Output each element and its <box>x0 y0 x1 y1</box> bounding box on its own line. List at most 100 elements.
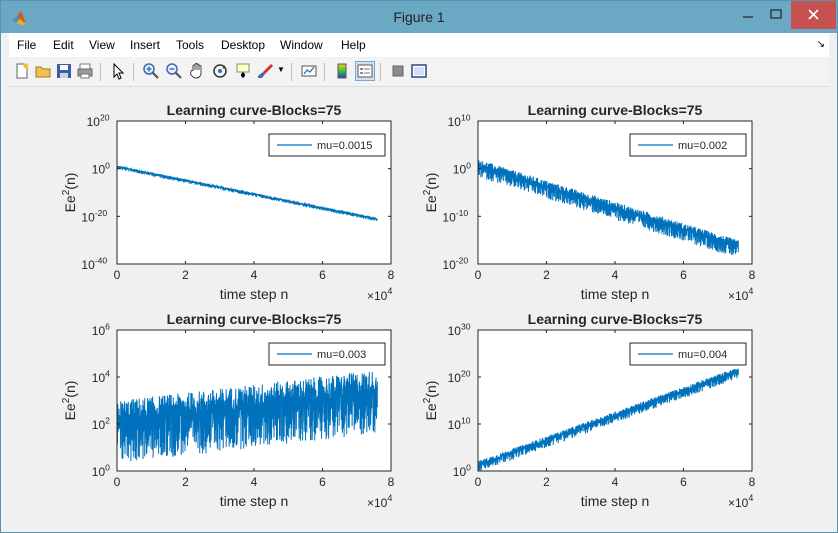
x-tick-label: 8 <box>749 268 756 282</box>
x-axis-label: time step n <box>581 493 649 509</box>
x-tick-label: 4 <box>612 268 619 282</box>
legend-box <box>268 133 386 157</box>
data-cursor-icon[interactable] <box>234 62 252 80</box>
colorbar-icon[interactable] <box>333 62 351 80</box>
close-button[interactable] <box>791 1 836 29</box>
series-line <box>477 160 739 255</box>
x-tick-label: 2 <box>182 268 189 282</box>
zoom-out-icon[interactable] <box>165 62 183 80</box>
menu-tools[interactable]: Tools <box>176 38 205 52</box>
link-plot-icon[interactable] <box>300 62 318 80</box>
zoom-in-icon[interactable] <box>142 62 160 80</box>
legend-icon[interactable] <box>355 61 375 81</box>
figure-canvas: 0 2 4 6 8 1020 100 10-20 10-40 Learning curve-Blo… <box>9 87 829 525</box>
legend[interactable]: mu=0.003 <box>268 342 386 366</box>
menu-help[interactable]: Help <box>341 38 366 52</box>
y-tick-label: 1010 <box>448 113 471 129</box>
x-axis-label: time step n <box>220 493 288 509</box>
menu-edit[interactable]: Edit <box>53 38 74 52</box>
x-tick-label: 0 <box>475 475 482 489</box>
menu-view[interactable]: View <box>89 38 115 52</box>
new-figure-icon[interactable] <box>13 62 31 80</box>
y-axis-label: Ee2(n) <box>422 381 439 421</box>
legend-label: mu=0.002 <box>678 140 727 152</box>
y-tick-label: 1010 <box>448 416 471 432</box>
x-axis-multiplier: ×104 <box>728 493 753 510</box>
y-tick-label: 10-20 <box>442 256 468 272</box>
close-icon <box>808 9 819 20</box>
y-axis-label-group: Ee2(n) <box>61 381 78 421</box>
series-line <box>116 165 378 221</box>
x-tick-label: 6 <box>680 475 687 489</box>
y-axis-label-group: Ee2(n) <box>61 173 78 213</box>
x-axis-label: time step n <box>220 286 288 302</box>
y-tick-label: 10-20 <box>81 208 107 224</box>
subplot-1: 0 2 4 6 8 1020 100 10-20 10-40 Learning curve-Blo… <box>61 102 395 303</box>
y-axis-label: Ee2(n) <box>61 381 78 421</box>
y-axis-label: Ee2(n) <box>422 173 439 213</box>
y-tick-label: 104 <box>92 369 110 385</box>
x-tick-label: 6 <box>319 268 326 282</box>
y-tick-label: 1030 <box>448 322 471 338</box>
legend[interactable]: mu=0.0015 <box>268 133 386 157</box>
y-tick-label: 106 <box>92 322 110 338</box>
title-bar[interactable]: Figure 1 <box>1 1 837 33</box>
y-axis-label: Ee2(n) <box>61 173 78 213</box>
x-tick-label: 4 <box>251 268 258 282</box>
x-tick-label: 8 <box>388 268 395 282</box>
subplot-4: 0 2 4 6 8 1030 1020 1010 100 Learning curve-Block… <box>422 311 756 510</box>
x-tick-label: 6 <box>680 268 687 282</box>
matlab-logo-icon <box>12 11 26 25</box>
legend[interactable]: mu=0.004 <box>629 342 747 366</box>
toolbar-separator <box>100 63 101 81</box>
y-tick-label: 10-40 <box>81 256 107 272</box>
subplot-title: Learning curve-Blocks=75 <box>528 102 703 118</box>
y-tick-label: 100 <box>453 160 471 176</box>
y-tick-label: 1020 <box>448 369 471 385</box>
x-tick-label: 2 <box>543 268 550 282</box>
legend-box <box>629 133 747 157</box>
brush-icon[interactable] <box>257 62 275 80</box>
dock-arrow-icon[interactable]: ↘ <box>816 39 825 50</box>
x-tick-label: 6 <box>319 475 326 489</box>
x-axis-multiplier: ×104 <box>367 286 392 303</box>
x-tick-label: 0 <box>475 268 482 282</box>
maximize-icon <box>770 9 782 19</box>
select-pointer-icon[interactable] <box>109 62 127 80</box>
toolbar-separator <box>133 63 134 81</box>
x-tick-label: 4 <box>612 475 619 489</box>
toolbar-separator <box>380 63 381 81</box>
x-axis-multiplier: ×104 <box>728 286 753 303</box>
brush-dropdown-arrow-icon[interactable]: ▼ <box>277 65 285 74</box>
subplot-title: Learning curve-Blocks=75 <box>167 102 342 118</box>
x-tick-label: 2 <box>543 475 550 489</box>
print-icon[interactable] <box>76 62 94 80</box>
menu-insert[interactable]: Insert <box>130 38 161 52</box>
pan-hand-icon[interactable] <box>188 62 206 80</box>
x-tick-label: 0 <box>114 475 121 489</box>
x-tick-label: 0 <box>114 268 121 282</box>
legend[interactable]: mu=0.002 <box>629 133 747 157</box>
subplot-3: 0 2 4 6 8 106 104 102 100 Learning curve-Blocks=7… <box>61 311 395 510</box>
toolbar-separator <box>291 63 292 81</box>
menu-file[interactable]: File <box>17 38 37 52</box>
rotate-3d-icon[interactable] <box>211 62 229 80</box>
y-tick-label: 100 <box>453 463 471 479</box>
show-plot-tools-icon[interactable] <box>410 62 428 80</box>
menu-desktop[interactable]: Desktop <box>221 38 266 52</box>
save-icon[interactable] <box>55 62 73 80</box>
series-line <box>116 371 378 462</box>
y-axis-label-group: Ee2(n) <box>422 381 439 421</box>
minimize-button[interactable] <box>734 1 762 29</box>
subplot-title: Learning curve-Blocks=75 <box>528 311 703 327</box>
toolbar: ▼ <box>9 58 829 87</box>
y-tick-label: 10-10 <box>442 208 468 224</box>
toolbar-separator <box>324 63 325 81</box>
y-axis-label-group: Ee2(n) <box>422 173 439 213</box>
legend-label: mu=0.003 <box>317 349 366 361</box>
maximize-button[interactable] <box>762 1 790 29</box>
menu-window[interactable]: Window <box>280 38 323 52</box>
hide-plot-tools-icon[interactable] <box>389 62 407 80</box>
open-file-icon[interactable] <box>34 62 52 80</box>
y-tick-label: 100 <box>92 463 110 479</box>
